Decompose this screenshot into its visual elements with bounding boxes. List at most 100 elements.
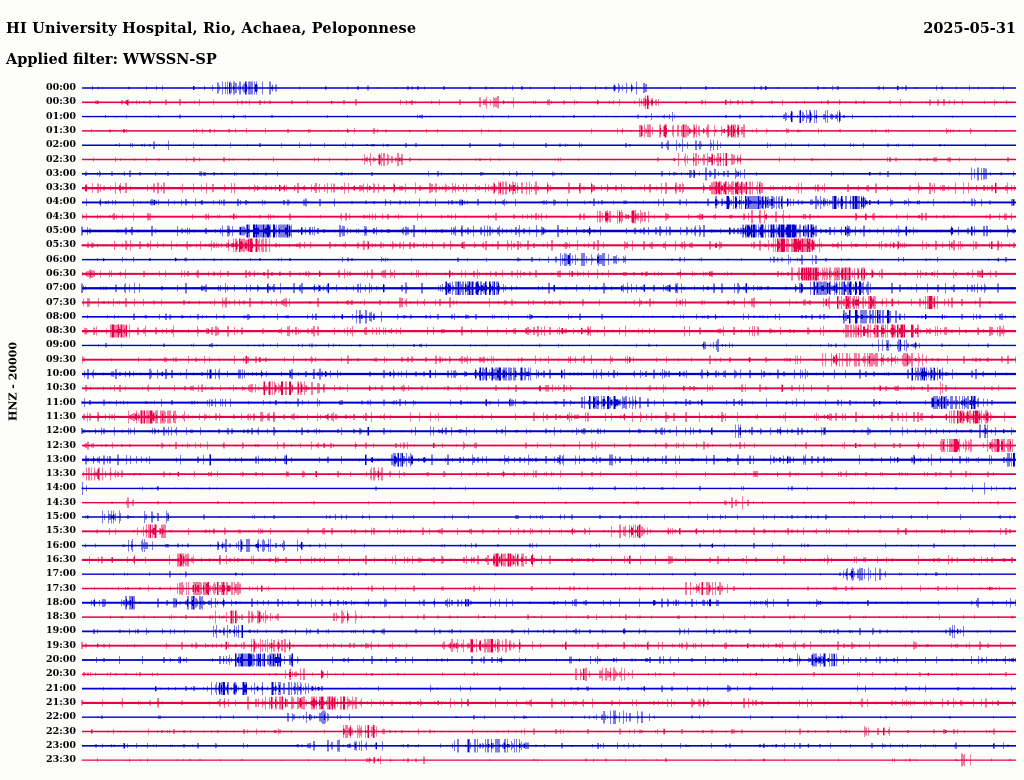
trace-waveform: [84, 581, 1010, 596]
time-label: 02:00: [46, 139, 76, 151]
trace-row: [82, 596, 1016, 610]
trace-row: [82, 81, 1016, 95]
trace-waveform: [96, 753, 1011, 767]
time-label: 00:30: [46, 96, 76, 108]
trace-row: [82, 195, 1016, 209]
time-label: 23:00: [46, 739, 76, 751]
trace-row: [82, 567, 1016, 581]
trace-waveform: [81, 481, 1016, 495]
trace-row: [82, 438, 1016, 453]
trace-waveform: [82, 467, 1000, 481]
record-date: 2025-05-31: [923, 20, 1016, 37]
time-label: 08:00: [46, 310, 76, 322]
trace-waveform: [82, 310, 1014, 324]
trace-waveform: [82, 653, 1016, 667]
time-label: 10:30: [46, 382, 76, 394]
trace-row: [82, 710, 1016, 724]
trace-row: [82, 753, 1016, 767]
time-label: 17:30: [46, 582, 76, 594]
time-label: 07:30: [46, 296, 76, 308]
time-label: 19:30: [46, 639, 76, 651]
time-label: 19:00: [46, 625, 76, 637]
time-label: 10:00: [46, 368, 76, 379]
time-label: 22:00: [46, 711, 76, 723]
time-label: 07:00: [46, 282, 76, 294]
time-label: 16:00: [46, 539, 76, 551]
time-label: 15:30: [46, 525, 76, 537]
trace-row: [81, 396, 1016, 410]
trace-waveform: [98, 682, 1012, 696]
trace-waveform: [111, 496, 1016, 510]
time-label: 06:30: [46, 267, 76, 279]
trace-row: [82, 152, 1016, 167]
trace-waveform: [85, 453, 1016, 467]
trace-row: [82, 253, 1016, 267]
trace-waveform: [82, 295, 991, 310]
time-label: 17:00: [46, 568, 76, 580]
trace-row: [82, 553, 1016, 567]
time-label: 21:00: [46, 682, 76, 694]
trace-row: [82, 181, 1016, 195]
time-label: 03:00: [46, 167, 76, 179]
trace-row: [82, 267, 1016, 281]
trace-waveform: [81, 224, 1015, 238]
time-label: 09:00: [46, 339, 76, 351]
trace-row: [82, 724, 1016, 739]
trace-waveform: [84, 539, 1011, 553]
time-label: 05:30: [46, 239, 76, 251]
trace-row: [81, 481, 1016, 495]
trace-waveform: [84, 367, 1010, 381]
trace-waveform: [88, 110, 996, 124]
trace-waveform: [96, 253, 1007, 267]
trace-row: [81, 281, 1016, 295]
trace-row: [82, 367, 1016, 381]
trace-row: [82, 138, 1016, 152]
trace-waveform: [86, 195, 1015, 209]
trace-waveform: [82, 353, 1016, 367]
trace-row: [82, 338, 1016, 352]
trace-waveform: [84, 438, 1014, 453]
time-label: 01:30: [46, 124, 76, 136]
trace-waveform: [95, 739, 1009, 753]
time-label: 11:00: [46, 396, 76, 408]
time-label: 20:00: [46, 654, 76, 665]
time-label: 18:30: [46, 611, 76, 623]
time-label: 12:30: [46, 439, 76, 451]
time-label: 23:30: [46, 754, 76, 766]
trace-row: [82, 667, 1016, 681]
trace-waveform: [96, 524, 1011, 538]
time-label: 01:00: [46, 110, 76, 122]
trace-row: [81, 639, 1016, 653]
trace-waveform: [84, 510, 1016, 524]
trace-waveform: [84, 324, 1015, 338]
trace-waveform: [83, 667, 1007, 681]
time-label: 02:30: [46, 153, 76, 165]
time-label: 03:30: [46, 182, 76, 194]
trace-waveform: [81, 639, 1002, 653]
trace-waveform: [95, 95, 1008, 109]
trace-waveform: [81, 396, 1016, 410]
trace-waveform: [83, 81, 1005, 95]
time-label: 14:00: [46, 482, 76, 494]
time-label: 13:30: [46, 468, 76, 480]
trace-row: [82, 124, 1016, 138]
time-label: 16:30: [46, 553, 76, 565]
trace-waveform: [90, 124, 997, 138]
trace-waveform: [98, 338, 1008, 352]
trace-waveform: [81, 281, 1014, 295]
trace-waveform: [82, 210, 1012, 224]
time-label: 05:00: [46, 225, 76, 236]
trace-row: [81, 696, 1016, 710]
trace-row: [82, 524, 1016, 538]
trace-row: [82, 453, 1016, 467]
trace-row: [82, 410, 1016, 424]
trace-row: [82, 353, 1016, 367]
trace-waveform: [90, 596, 1016, 610]
time-label: 14:30: [46, 496, 76, 508]
time-label: 06:00: [46, 253, 76, 265]
time-label: 21:30: [46, 696, 76, 708]
trace-row: [82, 324, 1016, 338]
trace-waveform: [82, 267, 998, 281]
